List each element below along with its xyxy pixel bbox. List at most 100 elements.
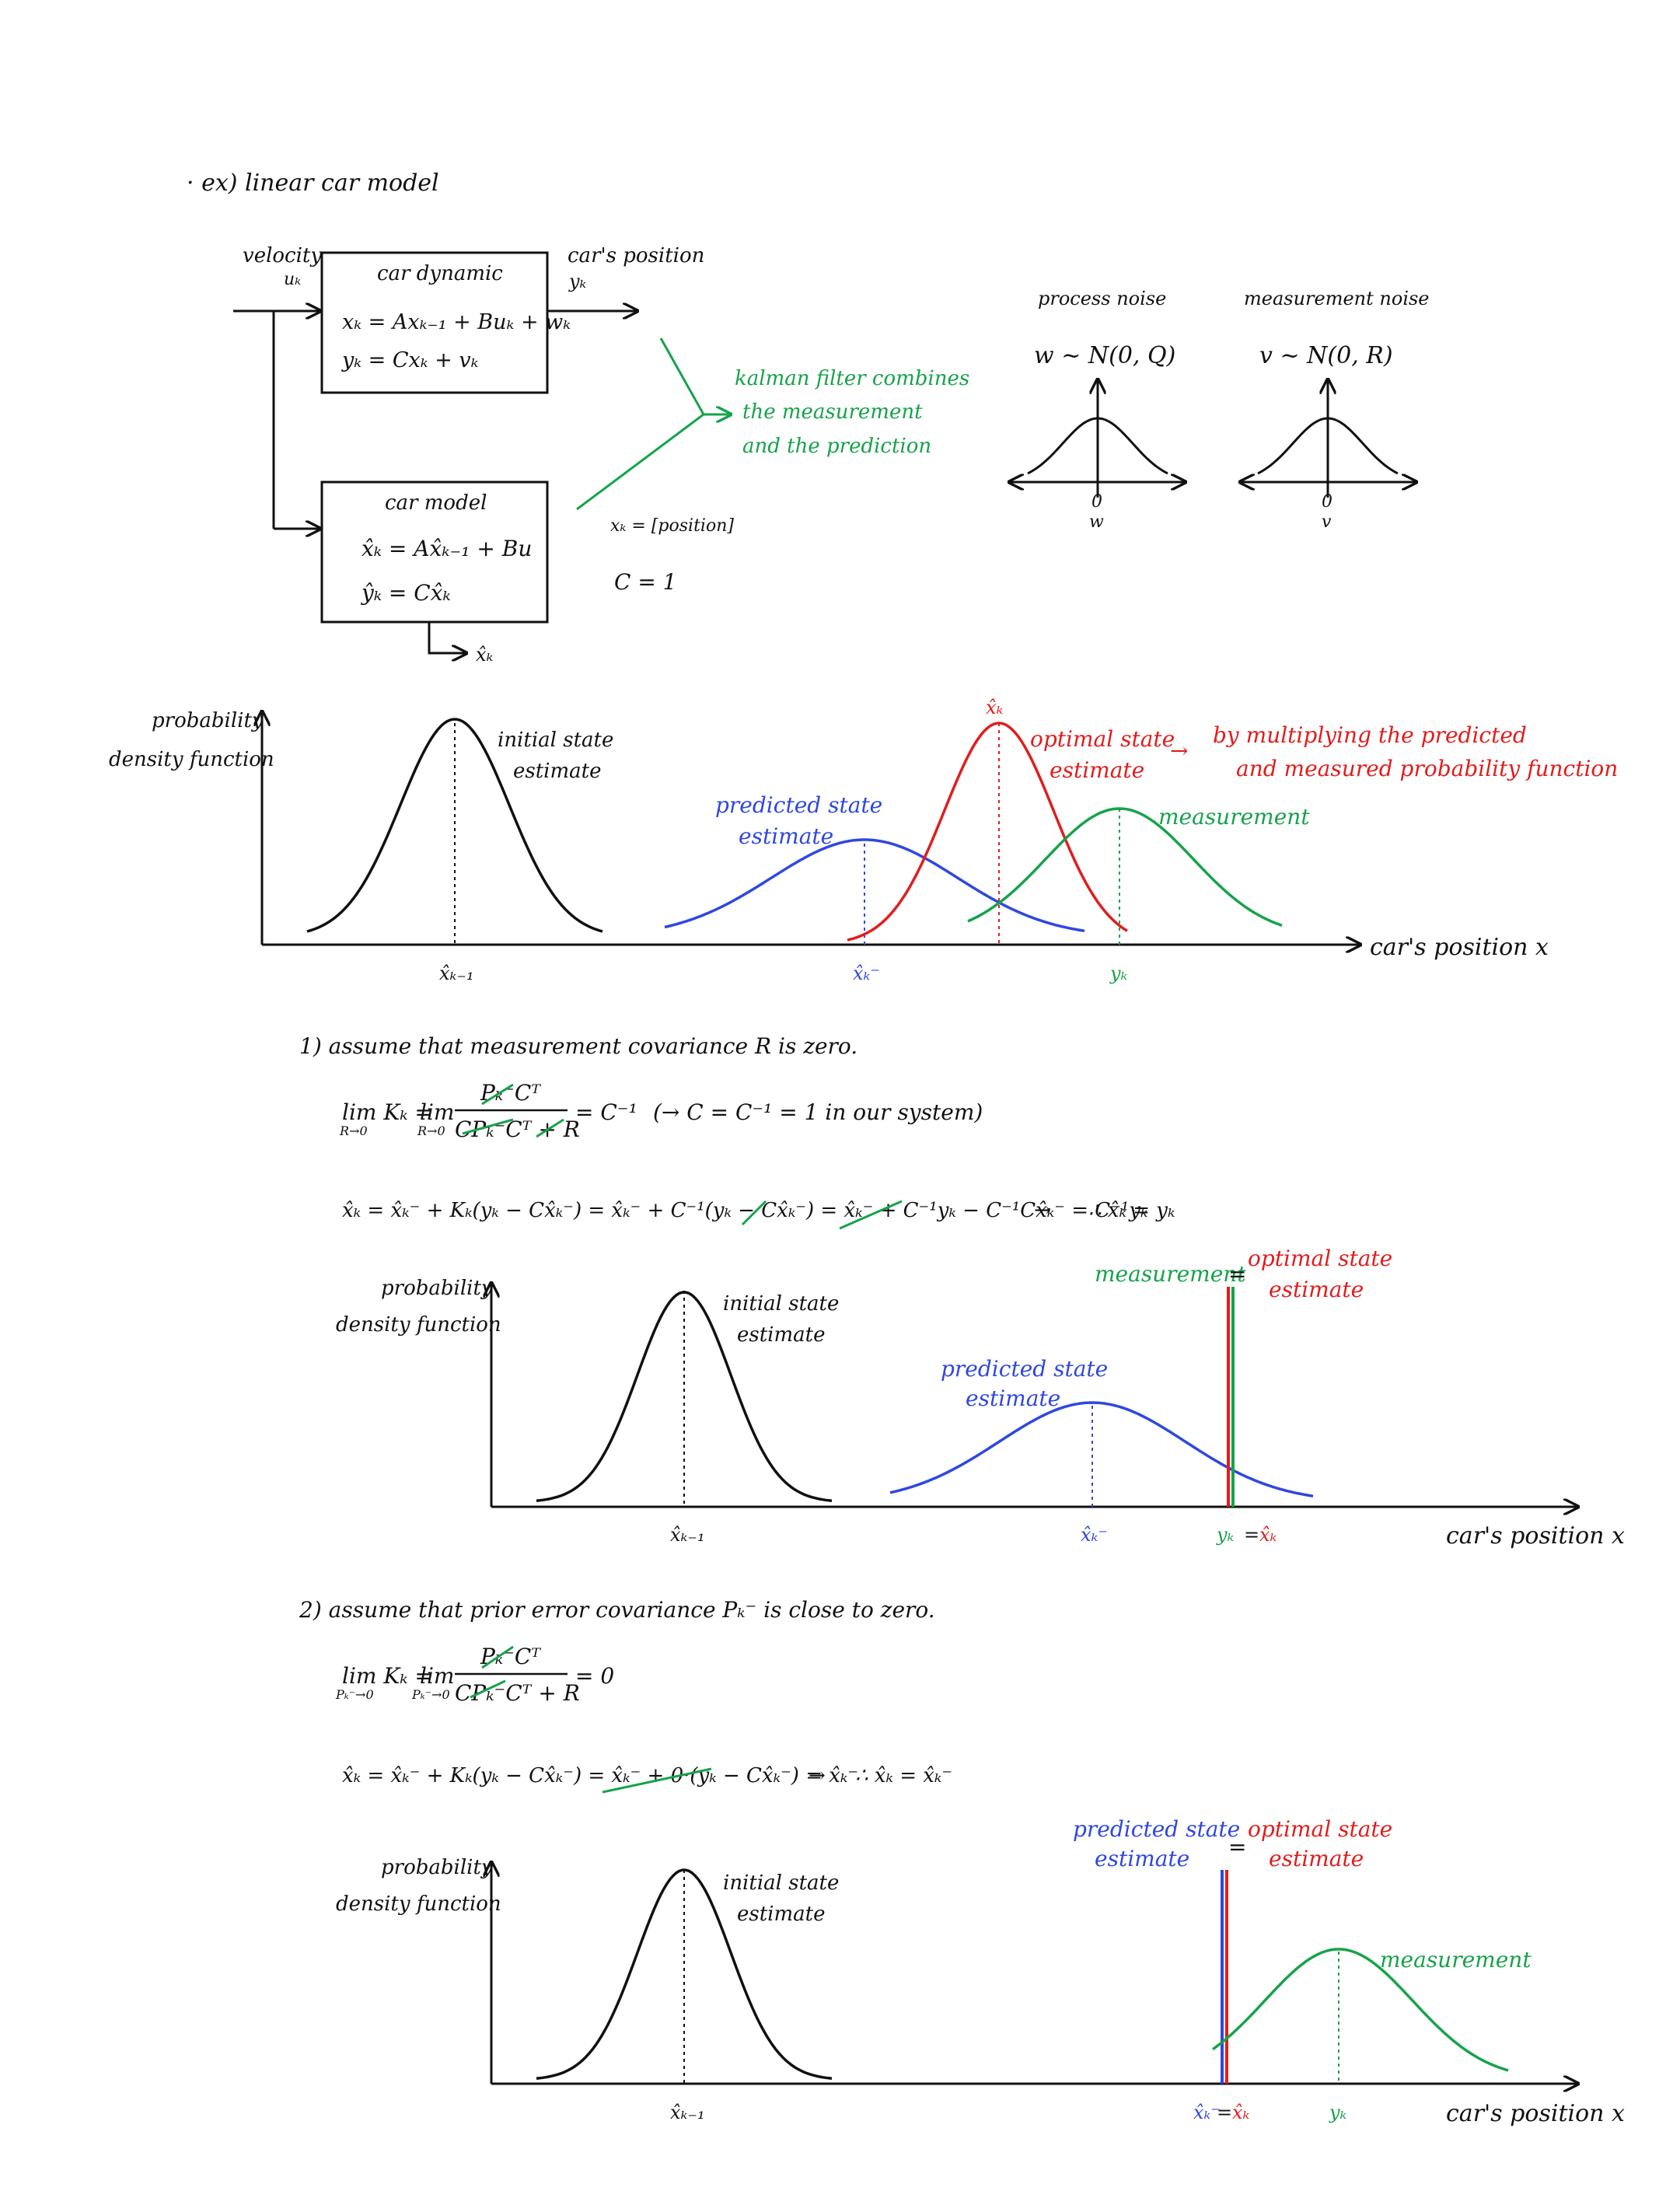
case2-lim-sub: Pₖ⁻→0 (335, 1687, 374, 1702)
plot1-initial-label-2: estimate (513, 760, 601, 783)
plot1-optimal-label-2: estimate (1050, 757, 1144, 783)
plot2-ylabel-1: probability (381, 1277, 493, 1300)
process-noise-title: process noise (1038, 288, 1166, 309)
plot1-initial-label-1: initial state (498, 729, 613, 752)
kalman-note-line3: and the prediction (742, 435, 931, 458)
plot3-measurement-curve (1211, 1948, 1509, 2072)
case1-note: (→ C = C⁻¹ = 1 in our system) (653, 1099, 983, 1125)
state-definition: xₖ = [position] (610, 516, 734, 536)
case2-cancel-marks (470, 1645, 514, 1699)
plot2-tick-prev: x̂ₖ₋₁ (670, 1524, 705, 1546)
input-label: velocity (243, 244, 322, 267)
noise-panel: process noise w ~ N(0, Q) 0 w measuremen… (1009, 288, 1430, 532)
plot2-measurement-label: measurement (1095, 1261, 1246, 1287)
output-symbol: yₖ (568, 271, 587, 292)
plot1-ylabel-1: probability (152, 709, 264, 732)
plot3-tick-pred: x̂ₖ⁻ (1193, 2102, 1221, 2123)
case1-update-cancel-marks (741, 1200, 903, 1230)
plot3-tick-prev: x̂ₖ₋₁ (670, 2102, 705, 2123)
process-noise-zero: 0 (1091, 492, 1102, 512)
model-output-symbol: x̂ₖ (476, 644, 494, 666)
plot1-initial-curve (306, 718, 603, 933)
plot-3: probability density function initial sta… (336, 1816, 1625, 2127)
plot1-xlabel: car's position x (1370, 934, 1549, 961)
case-2: 2) assume that prior error covariance Pₖ… (299, 1597, 952, 1794)
plot3-predicted-label-1: predicted state (1073, 1816, 1240, 1842)
output-label: car's position (568, 244, 704, 267)
case1-lim-left: lim Kₖ = (342, 1099, 433, 1125)
model-eq1: x̂ₖ = Ax̂ₖ₋₁ + Bu (361, 536, 532, 561)
plot2-initial-label-1: initial state (723, 1292, 839, 1316)
plot2-ylabel-2: density function (336, 1313, 501, 1337)
measurement-noise-var: v (1322, 512, 1332, 532)
plot3-ylabel-2: density function (336, 1892, 501, 1916)
case1-lim-mid: lim (420, 1099, 454, 1125)
input-symbol: uₖ (284, 270, 301, 289)
plot1-tick-meas: yₖ (1109, 963, 1128, 984)
case2-update: x̂ₖ = x̂ₖ⁻ + Kₖ(yₖ − Cx̂ₖ⁻) = x̂ₖ⁻ + 0·(… (342, 1764, 858, 1787)
plot1-arrow-note: → (1170, 738, 1188, 764)
plot2-tick-meas: yₖ (1216, 1524, 1235, 1546)
plot3-measurement-label: measurement (1380, 1947, 1532, 1973)
process-noise-var: w (1089, 512, 1104, 532)
process-noise-dist: w ~ N(0, Q) (1034, 342, 1175, 369)
plot2-tick-pred: x̂ₖ⁻ (1081, 1524, 1108, 1546)
model-title: car model (385, 491, 487, 515)
plot1-predicted-label-2: estimate (739, 823, 833, 849)
c-definition: C = 1 (614, 569, 677, 595)
plot3-initial-label-1: initial state (723, 1871, 839, 1895)
case1-lim-result: = C⁻¹ (575, 1099, 637, 1125)
plot1-measurement-curve (967, 807, 1283, 927)
case2-lim-left: lim Kₖ = (342, 1663, 433, 1689)
case1-conclusion: ∴ x̂ₖ = yₖ (1088, 1199, 1175, 1222)
case2-update-cancel-mark (602, 1767, 712, 1794)
model-eq2: ŷₖ = Cx̂ₖ (360, 580, 451, 606)
plot2-predicted-curve (889, 1401, 1314, 1497)
measurement-noise-curve (1257, 417, 1399, 475)
plot1-optimal-curve (847, 722, 1128, 942)
plot-2: probability density function initial sta… (336, 1246, 1625, 1550)
case2-lim-sub-2: Pₖ⁻→0 (411, 1687, 450, 1702)
plot3-optimal-label-2: estimate (1269, 1846, 1364, 1871)
plant-title: car dynamic (377, 262, 503, 285)
case2-heading: 2) assume that prior error covariance Pₖ… (299, 1597, 935, 1623)
plot2-equals: = (1228, 1261, 1246, 1287)
plot1-measurement-label: measurement (1158, 804, 1310, 830)
case2-arrow: → (809, 1764, 826, 1787)
plot1-predicted-label-1: predicted state (715, 792, 882, 818)
plot1-optimal-note-2: and measured probability function (1236, 756, 1618, 781)
plant-eq2: yₖ = Cxₖ + vₖ (341, 348, 479, 372)
plot2-predicted-label-1: predicted state (941, 1356, 1108, 1382)
kalman-combine-lines (576, 337, 705, 511)
case1-heading: 1) assume that measurement covariance R … (299, 1033, 857, 1059)
plant-eq1: xₖ = Axₖ₋₁ + Buₖ + wₖ (342, 310, 571, 334)
plot3-optimal-label-1: optimal state (1248, 1816, 1392, 1842)
plot2-initial-label-2: estimate (737, 1323, 825, 1347)
case2-lim-result: = 0 (575, 1663, 614, 1689)
measurement-noise-zero: 0 (1322, 492, 1332, 512)
plot1-ylabel-2: density function (109, 748, 274, 771)
intro-title: · ex) linear car model (187, 169, 439, 197)
plot-1: probability density function initial sta… (109, 697, 1618, 984)
plot3-xlabel: car's position x (1446, 2100, 1625, 2127)
case1-lim-sub: R→0 (339, 1123, 368, 1138)
plot3-tick-eq: = (1217, 2102, 1232, 2123)
plot1-optimal-label-1: optimal state (1030, 726, 1175, 752)
case1-frac-num: Pₖ⁻Cᵀ (480, 1080, 541, 1106)
model-output-arrow (428, 622, 466, 653)
plot3-tick-meas: yₖ (1329, 2102, 1347, 2123)
plot1-optimal-note-1: by multiplying the predicted (1213, 722, 1527, 748)
case2-lim-mid: lim (420, 1663, 454, 1689)
plot3-tick-opt: x̂ₖ (1232, 2102, 1250, 2123)
plot3-predicted-label-2: estimate (1095, 1846, 1189, 1871)
case2-conclusion: ∴ x̂ₖ = x̂ₖ⁻ (855, 1764, 952, 1787)
model-box (320, 480, 549, 624)
plot1-tick-pred: x̂ₖ⁻ (853, 963, 880, 984)
plot2-optimal-label-2: estimate (1269, 1277, 1364, 1302)
case-1: 1) assume that measurement covariance R … (299, 1033, 1175, 1230)
plot2-predicted-label-2: estimate (966, 1386, 1060, 1411)
plot2-tick-opt: x̂ₖ (1259, 1524, 1277, 1546)
case1-arrow: → (1034, 1199, 1051, 1222)
plot2-xlabel: car's position x (1446, 1522, 1625, 1550)
plot3-initial-label-2: estimate (737, 1903, 825, 1926)
